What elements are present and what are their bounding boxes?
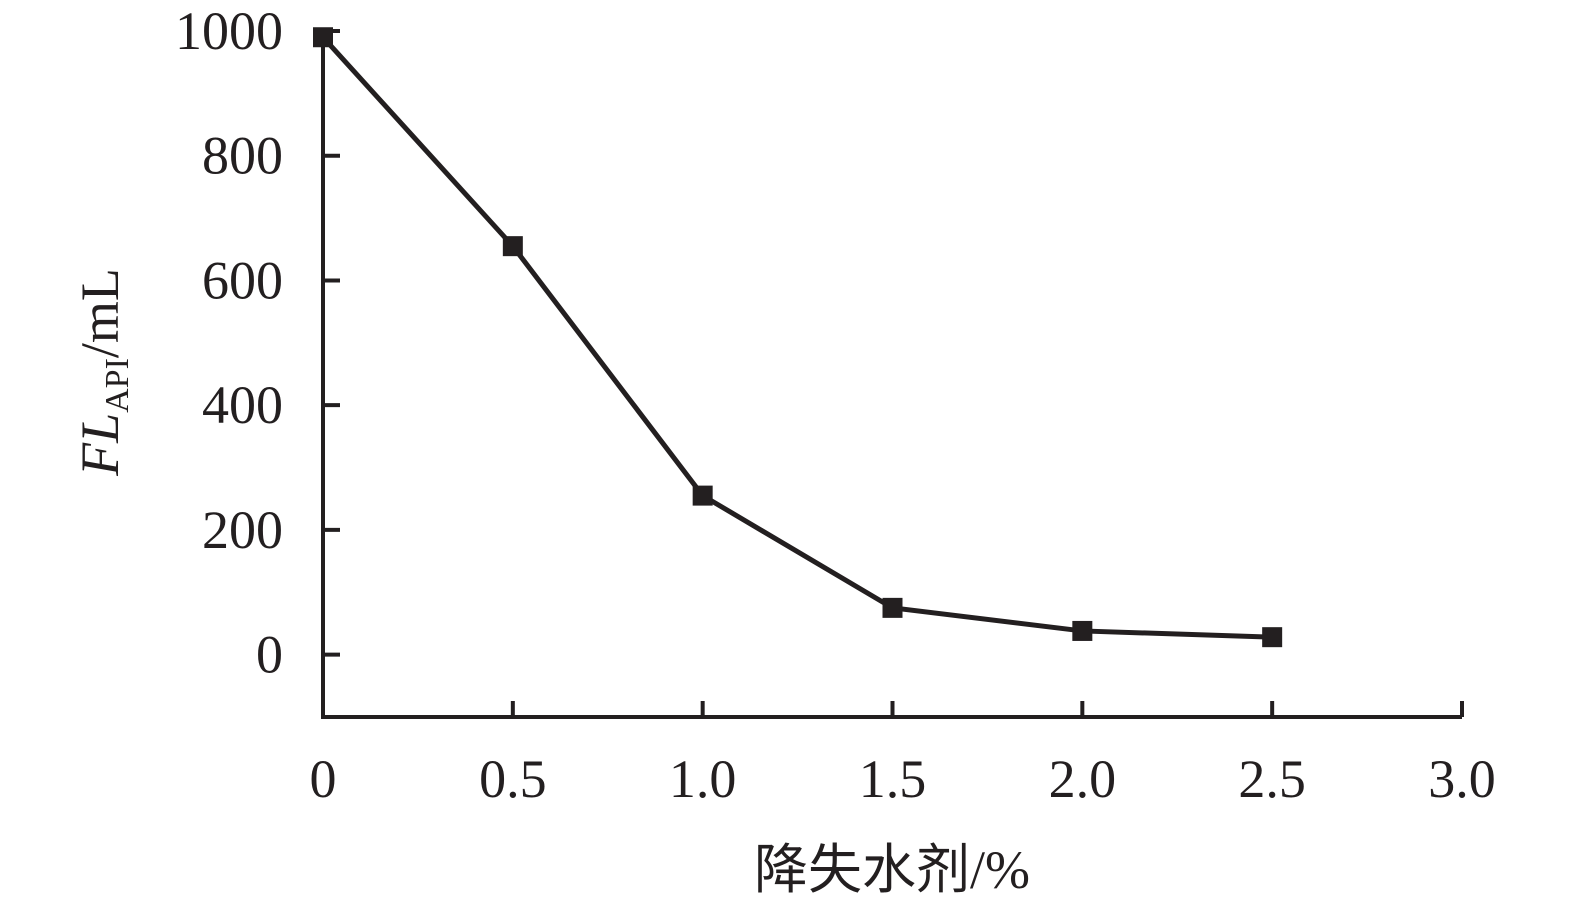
x-tick-label: 1.0 (669, 749, 737, 809)
y-tick-label: 200 (202, 500, 283, 560)
x-axis-ticks: 0 0.5 1.0 1.5 2.0 2.5 3.0 (310, 701, 1496, 809)
y-axis-title-unit: /mL (70, 268, 130, 358)
series-group (313, 27, 1283, 648)
y-tick-label: 400 (202, 375, 283, 435)
x-tick-label: 3.0 (1428, 749, 1496, 809)
y-axis-title-main: FL (70, 413, 130, 477)
x-tick-label: 2.0 (1049, 749, 1117, 809)
y-tick-label: 1000 (175, 1, 283, 61)
x-tick-label: 0.5 (479, 749, 547, 809)
series-line (321, 35, 1273, 640)
x-tick-label: 0 (310, 749, 337, 809)
x-tick-label: 2.5 (1238, 749, 1306, 809)
y-tick-label: 800 (202, 126, 283, 186)
data-point-marker (313, 27, 333, 48)
x-axis-title: 降失水剂/% (754, 840, 1030, 900)
data-point-marker (1262, 627, 1283, 648)
y-tick-label: 600 (202, 250, 283, 310)
y-tick-label: 0 (256, 625, 283, 685)
y-axis-title: FLAPI/mL (70, 268, 136, 477)
data-point-marker (692, 485, 713, 506)
data-point-marker (1072, 620, 1093, 641)
data-point-marker (502, 236, 523, 257)
y-axis-title-subscript: API (99, 358, 136, 413)
data-point-marker (882, 597, 903, 618)
x-tick-label: 1.5 (859, 749, 927, 809)
y-axis-ticks: 0 200 400 600 800 1000 (175, 1, 340, 685)
